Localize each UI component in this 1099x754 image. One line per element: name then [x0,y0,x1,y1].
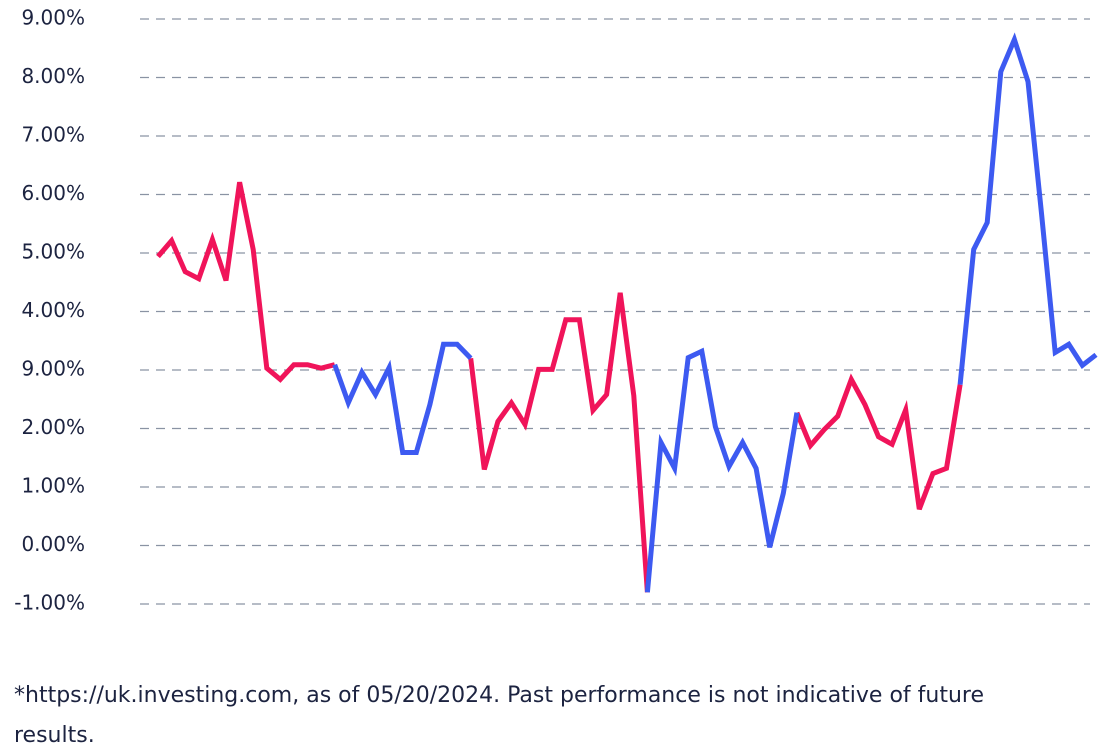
series-line [156,181,963,593]
y-tick-label: 8.00% [21,64,85,88]
y-tick-label: 9.00% [21,357,85,381]
y-tick-label: 6.00% [21,181,85,205]
chart: 9.00% 8.00% 7.00% 6.00% 5.00% 4.00% 9.00% 2.00%… [14,6,1098,615]
series-line [332,32,1098,593]
y-tick-label: 7.00% [21,123,85,147]
y-tick-label: 0.00% [21,532,85,556]
y-tick-label: 2.00% [21,415,85,439]
footnote: *https://uk.investing.com, as of 05/20/2… [14,683,985,748]
y-tick-label: 5.00% [21,240,85,264]
y-tick-label: 4.00% [21,298,85,322]
y-tick-label: 1.00% [21,474,85,498]
y-tick-label: 9.00% [21,6,85,30]
y-tick-label: -1.00% [14,591,85,615]
